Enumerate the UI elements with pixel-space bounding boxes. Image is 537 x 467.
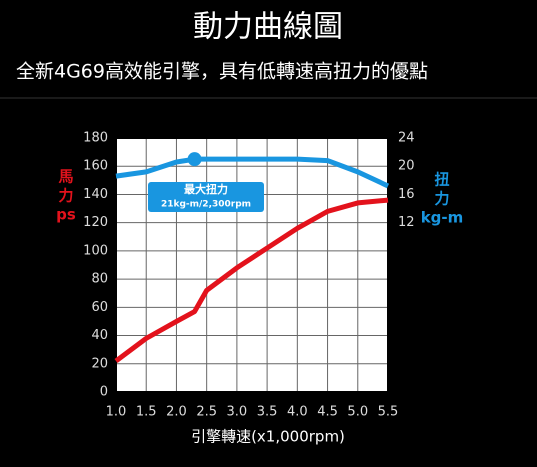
y2-axis-label: 力 — [434, 190, 449, 208]
x-tick-label: 3.5 — [257, 405, 278, 420]
y2-axis-label: 扭 — [434, 171, 449, 189]
y2-tick-label: 12 — [398, 215, 415, 230]
y2-tick-label: 16 — [398, 187, 415, 202]
y-tick-label: 0 — [100, 385, 108, 400]
y2-tick-label: 24 — [398, 131, 415, 146]
y2-axis-label: kg-m — [421, 209, 464, 227]
x-tick-label: 2.0 — [166, 405, 187, 420]
y-tick-label: 160 — [83, 159, 108, 174]
y-tick-label: 60 — [91, 300, 108, 315]
chart-subtitle: 全新4G69高效能引擎，具有低轉速高扭力的優點 — [16, 61, 428, 83]
y-tick-label: 140 — [83, 187, 108, 202]
x-tick-label: 1.0 — [106, 405, 127, 420]
x-tick-label: 5.0 — [347, 405, 368, 420]
y-axis-label: ps — [56, 206, 76, 224]
peak-marker — [187, 152, 202, 167]
line-series — [115, 156, 390, 189]
y-tick-label: 80 — [91, 272, 108, 287]
x-tick-label: 4.0 — [287, 405, 308, 420]
y-tick-label: 20 — [91, 356, 108, 371]
plot-border — [115, 137, 389, 393]
y2-tick-label: 20 — [398, 159, 415, 174]
x-tick-label: 2.5 — [196, 405, 217, 420]
x-tick-label: 4.5 — [317, 405, 338, 420]
y-axis-label: 馬 — [58, 168, 73, 186]
y-tick-label: 120 — [83, 215, 108, 230]
y-tick-label: 180 — [83, 131, 108, 146]
annotation-box — [148, 182, 264, 212]
y-tick-label: 100 — [83, 243, 108, 258]
plot-area — [116, 138, 388, 392]
line-series — [114, 197, 389, 363]
x-tick-label: 3.0 — [227, 405, 248, 420]
annotation-text: 最大扭力 — [184, 182, 228, 196]
y-axis-label: 力 — [58, 187, 73, 205]
x-tick-label: 5.5 — [378, 405, 399, 420]
x-tick-label: 1.5 — [136, 405, 157, 420]
y-tick-label: 40 — [91, 328, 108, 343]
annotation-text: 21kg-m/2,300rpm — [161, 200, 251, 210]
x-axis-label: 引擎轉速(x1,000rpm) — [191, 428, 345, 446]
chart-title: 動力曲線圖 — [193, 10, 343, 45]
